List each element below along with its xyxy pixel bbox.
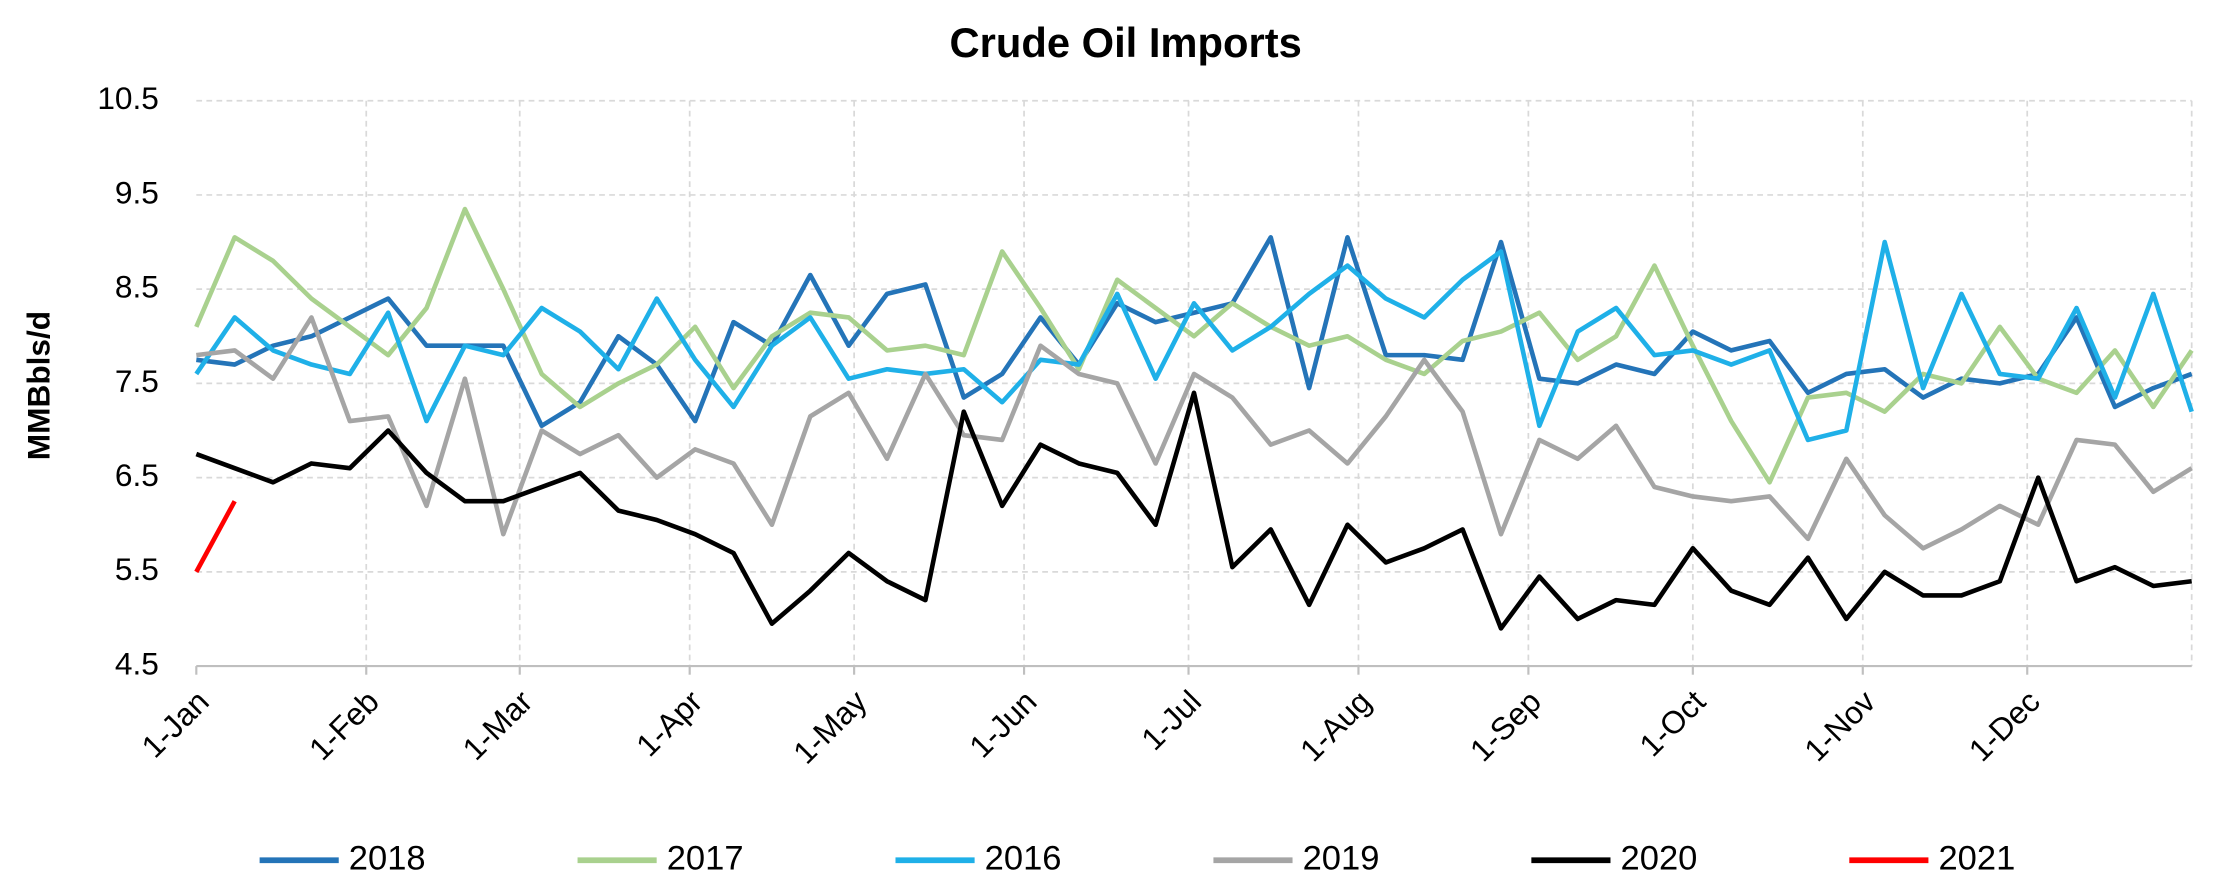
series-line — [194, 239, 2194, 443]
x-tick-label: 1-Dec — [1962, 683, 2047, 768]
series-line — [196, 315, 2193, 551]
series-line — [194, 206, 2194, 485]
x-tick-label: 1-Jul — [1134, 683, 1208, 757]
y-tick-label: 8.5 — [115, 269, 159, 305]
y-tick-label: 7.5 — [115, 363, 159, 399]
legend-label: 2020 — [1621, 839, 1698, 877]
y-tick-label: 6.5 — [115, 457, 159, 493]
series-line — [195, 390, 2192, 631]
chart-title: Crude Oil Imports — [950, 19, 1302, 66]
legend-label: 2021 — [1938, 839, 2015, 877]
x-tick-label: 1-Oct — [1632, 683, 1712, 763]
y-tick-label: 9.5 — [115, 174, 159, 210]
legend-label: 2016 — [985, 839, 1062, 877]
series-line — [194, 500, 237, 573]
y-axis-label: MMBbls/d — [20, 311, 56, 460]
x-tick-label: 1-Nov — [1797, 683, 1882, 768]
legend-label: 2019 — [1303, 839, 1380, 877]
x-tick-label: 1-May — [786, 683, 874, 771]
x-tick-label: 1-Jan — [134, 683, 215, 764]
x-tick-label: 1-Sep — [1463, 683, 1548, 768]
x-tick-label: 1-Feb — [302, 683, 386, 767]
y-tick-label: 10.5 — [97, 80, 159, 116]
y-tick-label: 5.5 — [115, 551, 159, 587]
legend-label: 2018 — [349, 839, 426, 877]
legend-label: 2017 — [667, 839, 744, 877]
x-tick-label: 1-Jun — [962, 683, 1043, 764]
x-tick-label: 1-Mar — [455, 683, 539, 767]
x-tick-label: 1-Aug — [1293, 683, 1378, 768]
x-tick-label: 1-Apr — [629, 683, 709, 763]
y-tick-label: 4.5 — [115, 645, 159, 681]
